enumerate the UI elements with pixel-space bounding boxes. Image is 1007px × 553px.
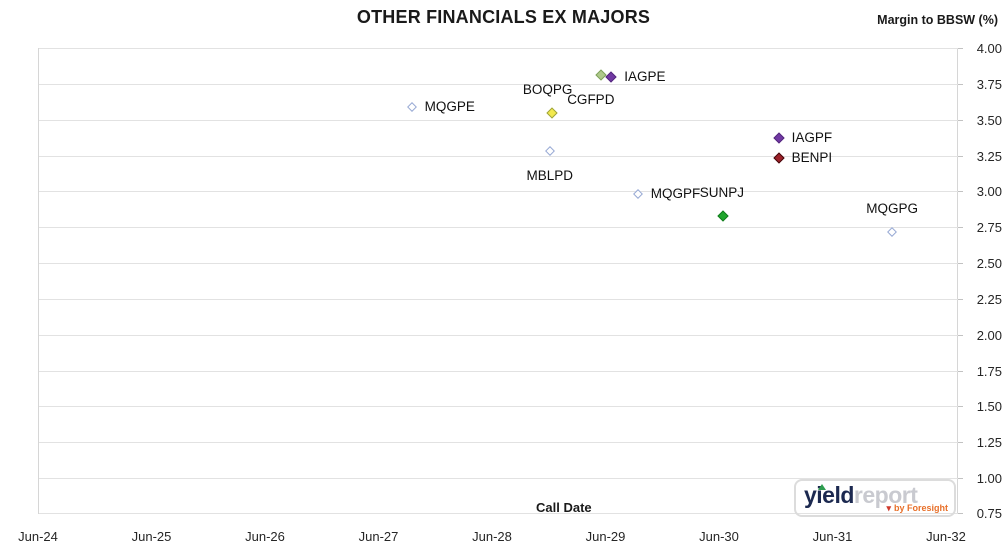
x-tick-label: Jun-32 <box>926 529 966 544</box>
y-tick-label: 3.00 <box>976 184 1002 199</box>
data-point-label-cgfpd: CGFPD <box>567 92 615 108</box>
y-axis-tick-mark <box>958 191 963 192</box>
y-tick-label: 3.50 <box>976 113 1002 128</box>
gridline <box>39 227 959 228</box>
gridline <box>39 84 959 85</box>
logo-red-triangle-icon: ▾ <box>886 503 891 513</box>
y-tick-label: 2.00 <box>976 328 1002 343</box>
y-tick-label: 1.25 <box>976 435 1002 450</box>
y-axis-tick-mark <box>958 84 963 85</box>
x-tick-label: Jun-31 <box>812 529 853 544</box>
y-tick-label: 0.75 <box>976 506 1002 521</box>
gridline <box>39 371 959 372</box>
chart-title: OTHER FINANCIALS EX MAJORS <box>356 7 651 27</box>
y-tick-label: 3.25 <box>976 149 1002 164</box>
x-tick-label: Jun-30 <box>699 529 739 544</box>
y-axis-tick-mark <box>958 335 963 336</box>
y-tick-label: 4.00 <box>976 41 1002 56</box>
data-point-sunpj <box>717 210 729 222</box>
y-axis-tick-mark <box>958 299 963 300</box>
y-axis-tick-mark <box>958 227 963 228</box>
y-tick-label: 2.25 <box>976 292 1002 307</box>
y-axis-tick-mark <box>958 120 963 121</box>
gridline <box>39 263 959 264</box>
y-axis-title: Margin to BBSW (%) <box>877 13 998 27</box>
logo-byline-text: by Foresight <box>893 503 948 513</box>
data-point-label-mqgpe: MQGPE <box>424 98 475 114</box>
y-axis-tick-mark <box>958 442 963 443</box>
y-tick-label: 2.75 <box>976 220 1002 235</box>
gridline <box>39 442 959 443</box>
logo-green-triangle-icon <box>818 484 826 490</box>
y-axis-tick-mark <box>958 513 963 514</box>
gridline <box>39 513 959 514</box>
gridline <box>39 299 959 300</box>
y-axis-tick-mark <box>958 478 963 479</box>
data-point-benpi <box>772 152 785 165</box>
x-tick-label: Jun-26 <box>245 529 285 544</box>
y-tick-label: 1.75 <box>976 364 1002 379</box>
y-axis-tick-mark <box>958 263 963 264</box>
data-point-cgfpd <box>595 69 607 81</box>
y-axis-tick-mark <box>958 156 963 157</box>
logo-report-text: report <box>853 482 918 508</box>
data-point-label-iagpf: IAGPF <box>791 130 833 146</box>
data-point-iagpf <box>772 132 785 144</box>
data-point-label-sunpj: SUNPJ <box>699 184 744 200</box>
y-axis-tick-mark <box>958 371 963 372</box>
yieldreport-logo: yieldreport ▾ by Foresight <box>794 479 956 517</box>
x-tick-label: Jun-28 <box>472 529 512 544</box>
data-point-mblpd <box>544 146 555 157</box>
data-point-label-iagpe: IAGPE <box>624 68 666 84</box>
data-point-boqpg <box>545 106 558 119</box>
y-tick-label: 1.50 <box>976 399 1002 414</box>
logo-wordmark: yieldreport <box>804 482 918 508</box>
data-point-label-benpi: BENPI <box>791 150 833 166</box>
gridline <box>39 478 959 479</box>
y-tick-label: 2.50 <box>976 256 1002 271</box>
data-point-label-boqpg: BOQPG <box>522 81 573 97</box>
x-tick-label: Jun-29 <box>585 529 626 544</box>
gridline <box>39 156 959 157</box>
gridline <box>39 120 959 121</box>
gridline <box>39 406 959 407</box>
logo-byline: ▾ by Foresight <box>886 503 948 514</box>
gridline <box>39 48 959 49</box>
logo-yield-text: yield <box>804 482 854 508</box>
y-tick-label: 3.75 <box>976 77 1002 92</box>
y-axis-tick-mark <box>958 406 963 407</box>
data-point-label-mqgpg: MQGPG <box>866 200 919 216</box>
gridline <box>39 335 959 336</box>
data-point-mqgpg <box>887 226 898 237</box>
x-tick-label: Jun-25 <box>131 529 172 544</box>
x-tick-label: Jun-27 <box>358 529 399 544</box>
data-point-iagpe <box>605 71 617 83</box>
gridline <box>39 191 959 192</box>
x-axis-title: Call Date <box>536 500 592 515</box>
data-point-label-mblpd: MBLPD <box>526 168 574 184</box>
plot-area: MQGPE BOQPG CGFPD IAGPE MBLPD MQGPF SUNPJ IAGPF… <box>38 48 959 514</box>
data-point-label-mqgpf: MQGPF <box>650 186 701 202</box>
y-tick-label: 1.00 <box>976 471 1002 486</box>
y-axis-tick-mark <box>958 48 963 49</box>
x-tick-label: Jun-24 <box>18 529 58 544</box>
data-point-mqgpe <box>406 101 417 112</box>
